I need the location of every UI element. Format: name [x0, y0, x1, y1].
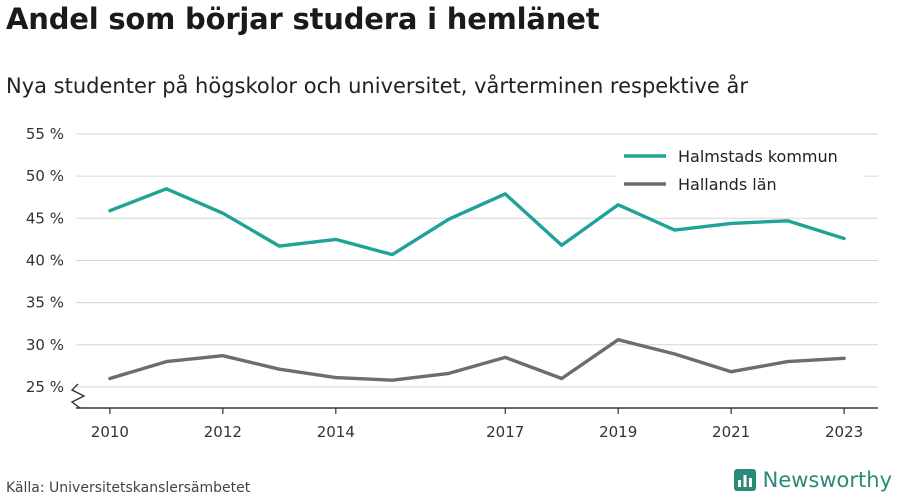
x-axis: 2010 2012 2014 2017 2019 2021 2023 — [70, 383, 878, 441]
y-axis-ticks: 55 % 50 % 45 % 40 % 35 % 30 % 25 % — [26, 125, 64, 396]
x-tick-label: 2012 — [204, 423, 242, 441]
chart-title: Andel som börjar studera i hemlänet — [6, 2, 600, 36]
bar-chart-logo-icon — [733, 469, 756, 491]
legend-label: Hallands län — [678, 175, 777, 194]
x-tick-label: 2014 — [317, 423, 355, 441]
x-tick-label: 2017 — [486, 423, 524, 441]
grid-lines — [76, 133, 878, 388]
legend: Halmstads kommun Hallands län — [616, 141, 864, 199]
y-tick-label: 30 % — [26, 336, 64, 354]
axis-break-icon — [70, 383, 86, 409]
chart-subtitle: Nya studenter på högskolor och universit… — [6, 74, 748, 98]
x-tick-label: 2021 — [712, 423, 750, 441]
x-tick-label: 2010 — [91, 423, 129, 441]
brand-name: Newsworthy — [762, 468, 892, 492]
series-lines — [108, 187, 846, 382]
y-tick-label: 35 % — [26, 294, 64, 312]
brand-logo: Newsworthy — [733, 468, 892, 492]
source-note: Källa: Universitetskanslersämbetet — [6, 480, 251, 496]
y-tick-label: 50 % — [26, 167, 64, 185]
x-tick-label: 2023 — [825, 423, 863, 441]
y-tick-label: 45 % — [26, 209, 64, 227]
legend-label: Halmstads kommun — [678, 147, 838, 166]
series-line-hallands-län — [108, 338, 846, 382]
y-tick-label: 25 % — [26, 378, 64, 396]
x-tick-label: 2019 — [599, 423, 637, 441]
legend-background — [616, 141, 864, 199]
y-tick-label: 40 % — [26, 251, 64, 269]
series-line-halmstads-kommun — [108, 187, 846, 257]
y-tick-label: 55 % — [26, 125, 64, 143]
